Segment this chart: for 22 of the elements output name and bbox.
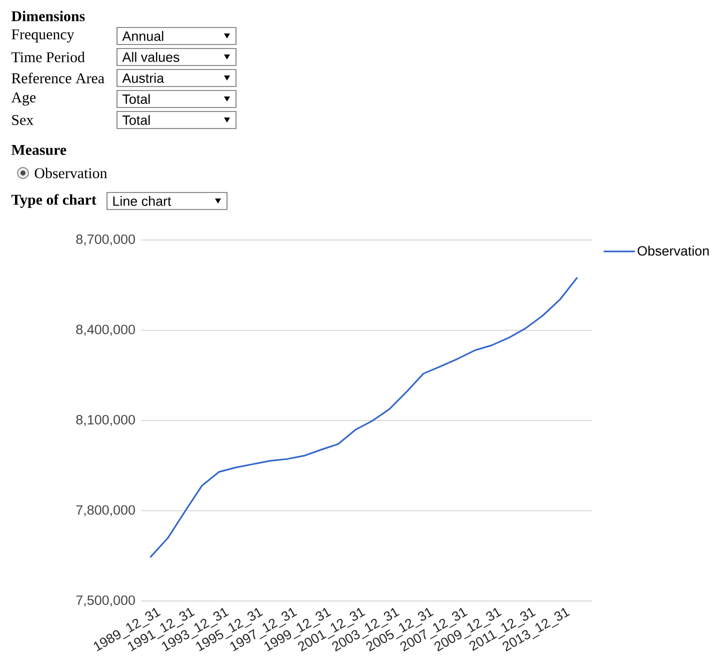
text: Observation xyxy=(34,168,108,178)
text: Measure xyxy=(11,145,66,155)
text: Total xyxy=(122,94,150,104)
y-tick-label: 7,500,000 xyxy=(76,595,135,607)
text: Dimensions xyxy=(11,10,85,22)
legend-label: Observation xyxy=(638,246,709,256)
text: Total xyxy=(122,115,150,125)
text: Sex xyxy=(12,114,34,126)
y-tick-label: 8,400,000 xyxy=(76,324,135,336)
text: Annual xyxy=(122,31,164,41)
text: All values xyxy=(122,52,180,62)
text: Type of chart xyxy=(11,194,96,208)
y-tick-label: 7,800,000 xyxy=(76,505,135,516)
text: Age xyxy=(11,92,36,106)
y-tick-label: 8,700,000 xyxy=(76,234,135,246)
y-tick-label: 8,100,000 xyxy=(76,414,135,426)
text: Frequency xyxy=(12,30,74,42)
text: Austria xyxy=(122,73,164,83)
line-series xyxy=(150,277,578,558)
text: Line chart xyxy=(113,196,172,206)
text: Reference Area xyxy=(12,72,104,84)
text: Time Period xyxy=(11,52,85,62)
